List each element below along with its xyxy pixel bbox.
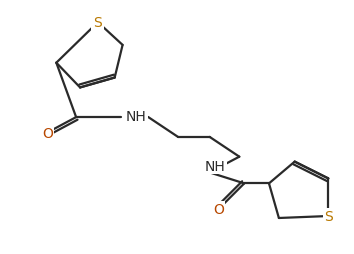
Text: O: O: [42, 126, 53, 140]
Text: S: S: [93, 16, 102, 30]
Text: S: S: [324, 209, 333, 223]
Text: NH: NH: [126, 110, 146, 124]
Text: O: O: [213, 202, 224, 216]
Text: NH: NH: [205, 159, 225, 173]
